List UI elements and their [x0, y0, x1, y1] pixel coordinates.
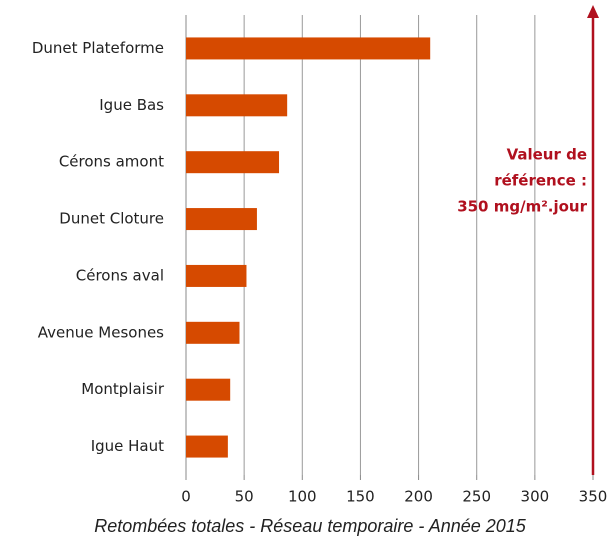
- y-tick-label: Igue Haut: [91, 437, 164, 455]
- bar: [186, 37, 431, 60]
- x-tick-label: 150: [346, 488, 375, 506]
- x-tick-label: 0: [181, 488, 191, 506]
- y-tick-label: Cérons amont: [59, 153, 164, 171]
- bar: [186, 94, 288, 117]
- bar: [186, 151, 280, 174]
- x-tick-label: 300: [521, 488, 550, 506]
- x-tick-label: 350: [579, 488, 608, 506]
- x-tick-label: 100: [288, 488, 317, 506]
- y-tick-label: Cérons aval: [76, 266, 164, 284]
- x-axis-title: Retombées totales - Réseau temporaire - …: [94, 516, 527, 536]
- bar: [186, 208, 257, 231]
- annotation: 350 mg/m².jour: [457, 198, 587, 216]
- bar: [186, 378, 231, 401]
- annotation: référence :: [494, 172, 587, 190]
- annotation: Valeur de: [507, 146, 587, 164]
- y-tick-label: Dunet Cloture: [59, 210, 164, 228]
- x-tick-label: 200: [404, 488, 433, 506]
- y-tick-label: Dunet Plateforme: [32, 39, 164, 57]
- bar: [186, 321, 240, 344]
- x-tick-label: 250: [462, 488, 491, 506]
- y-tick-label: Montplaisir: [81, 380, 165, 398]
- bar: [186, 435, 228, 458]
- y-tick-label: Igue Bas: [99, 96, 164, 114]
- x-tick-label: 50: [235, 488, 254, 506]
- bar: [186, 264, 247, 287]
- arrow-head: [587, 5, 599, 18]
- y-tick-label: Avenue Mesones: [38, 323, 164, 341]
